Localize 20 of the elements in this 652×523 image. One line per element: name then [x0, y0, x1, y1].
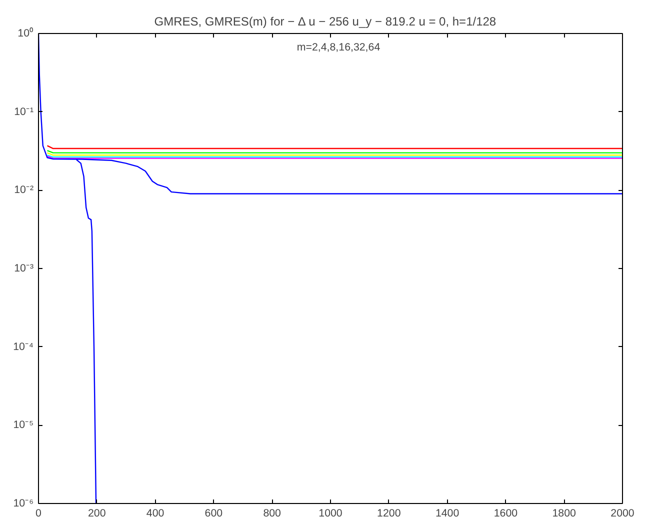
annotation: m=2,4,8,16,32,64	[296, 42, 380, 54]
y-tick-label: 10⁻⁵	[13, 419, 34, 432]
x-tick-label: 400	[146, 508, 164, 520]
x-tick-label: 200	[88, 508, 106, 520]
x-tick-label: 0	[36, 508, 42, 520]
x-tick-label: 1200	[377, 508, 401, 520]
x-tick-label: 1800	[552, 508, 576, 520]
x-tick-label: 800	[263, 508, 282, 520]
y-tick-label: 10⁻²	[14, 184, 34, 196]
x-tick-label: 1600	[494, 508, 518, 520]
x-tick-label: 2000	[610, 508, 634, 520]
y-tick-label: 10⁰	[18, 26, 34, 40]
x-tick-label: 1400	[435, 508, 460, 520]
y-tick-label: 10⁻³	[14, 262, 34, 274]
chart-title: GMRES, GMRES(m) for − Δ u − 256 u_y − 819.2 u = 0, h=1/128	[154, 14, 496, 28]
y-tick-label: 10⁻⁶	[13, 498, 34, 510]
x-tick-label: 600	[204, 508, 223, 520]
x-tick-label: 1000	[318, 508, 342, 520]
y-tick-label: 10⁻⁴	[13, 340, 34, 353]
y-tick-label: 10⁻¹	[14, 106, 34, 118]
